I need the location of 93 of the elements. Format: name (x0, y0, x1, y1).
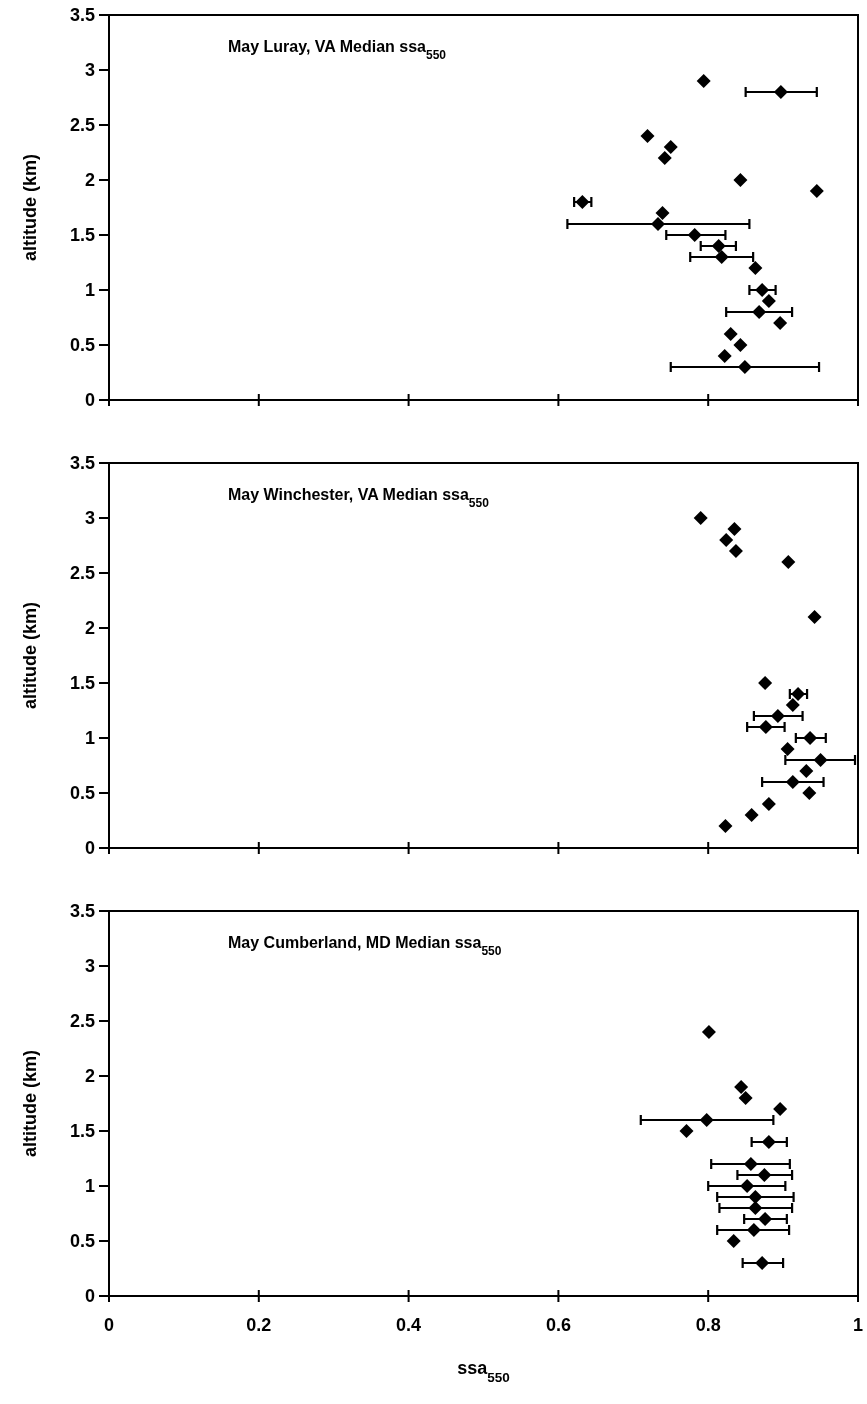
point (743, 1157, 758, 1171)
point (733, 173, 748, 187)
point (737, 360, 752, 374)
x-tick-label: 1 (852, 1315, 864, 1335)
x-tick-label: 0.6 (545, 1315, 571, 1335)
point (770, 709, 785, 723)
point (717, 349, 732, 363)
x-tick-label: 0.4 (396, 1315, 422, 1335)
point (773, 1102, 788, 1116)
y-tick-label: 0.5 (69, 1231, 95, 1251)
point (728, 544, 743, 558)
y-tick-label: 1 (84, 1176, 95, 1196)
point (657, 151, 672, 165)
y-tick-label: 2 (84, 170, 95, 190)
y-tick-label: 2.5 (69, 115, 95, 135)
y-tick-label: 3 (84, 508, 95, 528)
y-axis-title: altitude (km) (20, 1049, 40, 1158)
point (738, 1091, 753, 1105)
point (693, 511, 708, 525)
point (696, 74, 711, 88)
point (748, 261, 763, 275)
point (802, 786, 817, 800)
x-tick-label: 0 (103, 1315, 115, 1335)
point (719, 533, 734, 547)
y-tick-label: 1 (84, 280, 95, 300)
point (640, 129, 655, 143)
point (655, 206, 670, 220)
y-tick-label: 1 (84, 728, 95, 748)
y-tick-label: 3.5 (69, 901, 95, 921)
point (781, 555, 796, 569)
point (748, 1201, 763, 1215)
text: May Winchester, VA Median ssa$_{550}$ (228, 486, 490, 510)
y-tick-label: 3 (84, 60, 95, 80)
point (813, 753, 828, 767)
point (758, 676, 773, 690)
point (734, 1080, 749, 1094)
point (687, 228, 702, 242)
y-tick-label: 3 (84, 956, 95, 976)
x-tick-label: 0.2 (246, 1315, 272, 1335)
point (758, 1212, 773, 1226)
y-tick-label: 2 (84, 1066, 95, 1086)
point (748, 1190, 763, 1204)
y-tick-label: 0.5 (69, 783, 95, 803)
point (711, 239, 726, 253)
y-tick-label: 1.5 (69, 225, 95, 245)
point (699, 1113, 714, 1127)
point (761, 1135, 776, 1149)
y-tick-label: 2 (84, 618, 95, 638)
point (651, 217, 666, 231)
point (727, 522, 742, 536)
point (809, 184, 824, 198)
text: May Luray, VA Median ssa$_{550}$ (228, 38, 447, 62)
point (746, 1223, 761, 1237)
point (803, 731, 818, 745)
point (761, 294, 776, 308)
y-tick-label: 2.5 (69, 563, 95, 583)
y-tick-label: 0 (84, 1286, 95, 1306)
point (785, 698, 800, 712)
point (718, 819, 733, 833)
point (663, 140, 678, 154)
y-tick-label: 2.5 (69, 1011, 95, 1031)
x-axis-title: ssa$_{550}$ (457, 1358, 510, 1385)
point (799, 764, 814, 778)
y-tick-label: 3.5 (69, 453, 95, 473)
point (758, 720, 773, 734)
point (733, 338, 748, 352)
y-tick-label: 0.5 (69, 335, 95, 355)
y-tick-label: 0 (84, 838, 95, 858)
y-tick-label: 1.5 (69, 1121, 95, 1141)
point (773, 316, 788, 330)
point (807, 610, 822, 624)
y-tick-label: 3.5 (69, 5, 95, 25)
point (755, 1256, 770, 1270)
point (773, 85, 788, 99)
y-tick-label: 0 (84, 390, 95, 410)
point (701, 1025, 716, 1039)
point (740, 1179, 755, 1193)
point (761, 797, 776, 811)
point (723, 327, 738, 341)
x-tick-label: 0.8 (695, 1315, 721, 1335)
y-axis-title: altitude (km) (20, 601, 40, 710)
text: May Cumberland, MD Median ssa$_{550}$ (228, 934, 502, 958)
point (755, 283, 770, 297)
point (780, 742, 795, 756)
point (752, 305, 767, 319)
point (726, 1234, 741, 1248)
point (744, 808, 759, 822)
y-axis-title: altitude (km) (20, 153, 40, 262)
point (679, 1124, 694, 1138)
point (714, 250, 729, 264)
point (757, 1168, 772, 1182)
point (785, 775, 800, 789)
y-tick-label: 1.5 (69, 673, 95, 693)
